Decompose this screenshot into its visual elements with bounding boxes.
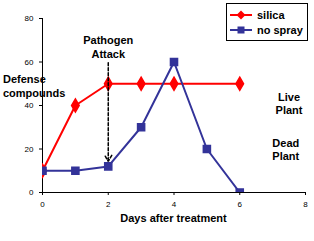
- svg-text:8: 8: [303, 200, 308, 209]
- html-text:Days after treatment: Days after treatment: [120, 212, 227, 224]
- svg-text:0: 0: [40, 200, 45, 209]
- svg-text:20: 20: [25, 145, 34, 154]
- svg-text:2: 2: [106, 200, 111, 209]
- svg-text:60: 60: [25, 58, 34, 67]
- html-text:no spray: no spray: [257, 23, 303, 36]
- svg-text:4: 4: [172, 200, 177, 209]
- svg-text:80: 80: [25, 14, 34, 23]
- svg-text:DeadPlant: DeadPlant: [272, 137, 299, 162]
- html-text:Defense compounds: Defense compounds: [3, 73, 66, 99]
- svg-text:6: 6: [238, 200, 243, 209]
- svg-text:0: 0: [29, 188, 34, 197]
- svg-text:PathogenAttack: PathogenAttack: [83, 34, 133, 59]
- svg-text:40: 40: [25, 101, 34, 110]
- svg-text:LivePlant: LivePlant: [276, 91, 303, 116]
- html-text:silica: silica: [257, 8, 285, 21]
